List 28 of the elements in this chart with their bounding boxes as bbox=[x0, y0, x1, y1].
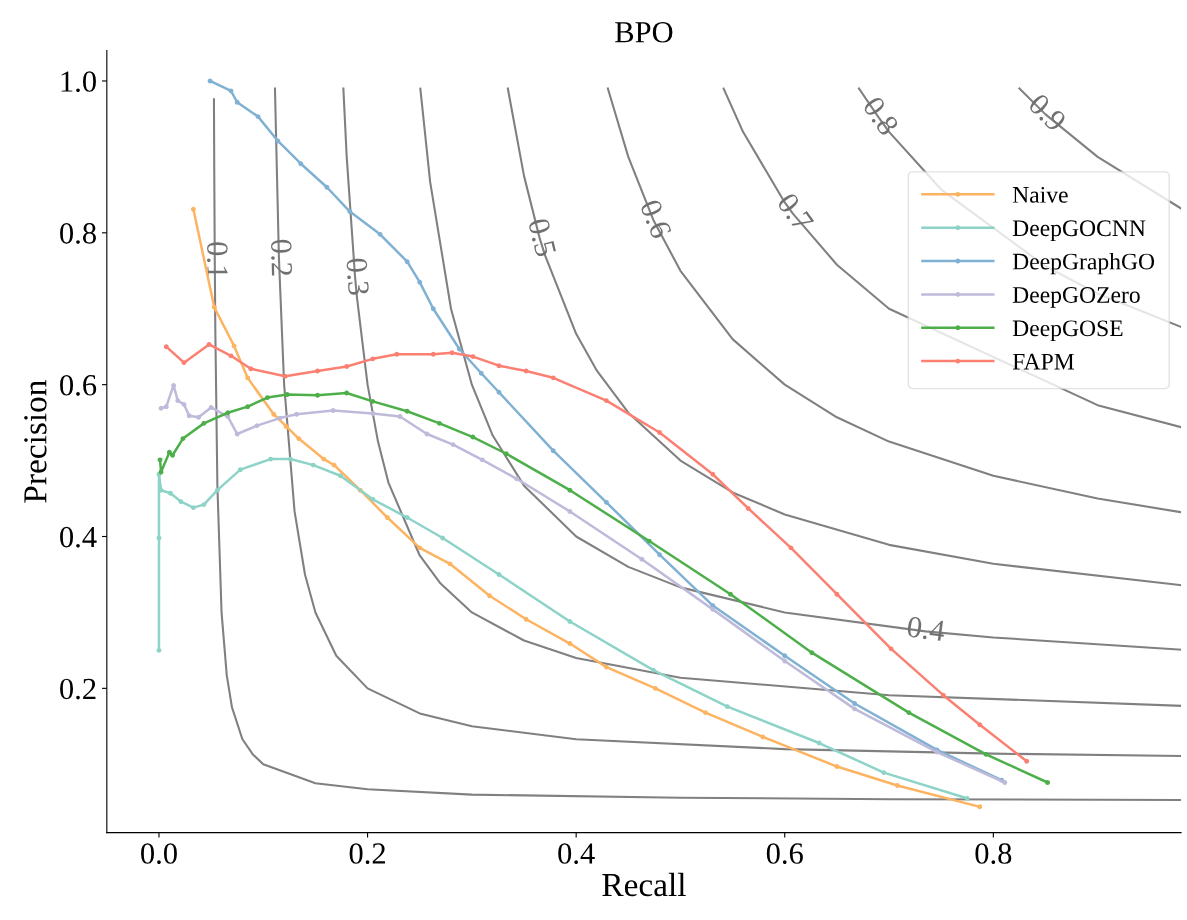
y-tick-label: 0.6 bbox=[60, 374, 97, 396]
legend-label: FAPM bbox=[1012, 353, 1075, 370]
x-tick-label: 0.6 bbox=[766, 843, 803, 864]
annotation: 0.1 bbox=[206, 242, 228, 278]
x-axis-title: Recall bbox=[602, 872, 686, 897]
annotation: 0.8 bbox=[862, 95, 900, 137]
legend-label: DeepGraphGO bbox=[1012, 252, 1155, 275]
annotation: 0.3 bbox=[346, 258, 370, 296]
x-tick-label: 0.2 bbox=[349, 843, 385, 864]
chart-title: BPO bbox=[615, 22, 673, 43]
x-tick-label: 0.4 bbox=[558, 843, 595, 864]
legend-label: Naive bbox=[1012, 186, 1068, 203]
y-axis-title: Precision bbox=[24, 380, 47, 503]
annotation: 0.2 bbox=[270, 239, 293, 276]
annotation: 0.6 bbox=[639, 198, 673, 240]
annotation: 0.9 bbox=[1027, 92, 1068, 133]
legend-label: DeepGOCNN bbox=[1012, 220, 1146, 241]
legend-label: DeepGOZero bbox=[1012, 287, 1140, 308]
x-tick-label: 0.8 bbox=[975, 843, 1012, 864]
annotation: 0.4 bbox=[906, 616, 946, 642]
legend-label: DeepGOSE bbox=[1012, 320, 1123, 342]
y-tick-label: 1.0 bbox=[61, 71, 96, 92]
x-tick-label: 0.0 bbox=[141, 843, 177, 864]
annotation: 0.7 bbox=[776, 191, 815, 234]
y-tick-label: 0.8 bbox=[60, 223, 96, 244]
y-tick-label: 0.2 bbox=[60, 678, 96, 700]
y-tick-label: 0.4 bbox=[60, 526, 97, 548]
annotation: 0.5 bbox=[527, 217, 557, 258]
